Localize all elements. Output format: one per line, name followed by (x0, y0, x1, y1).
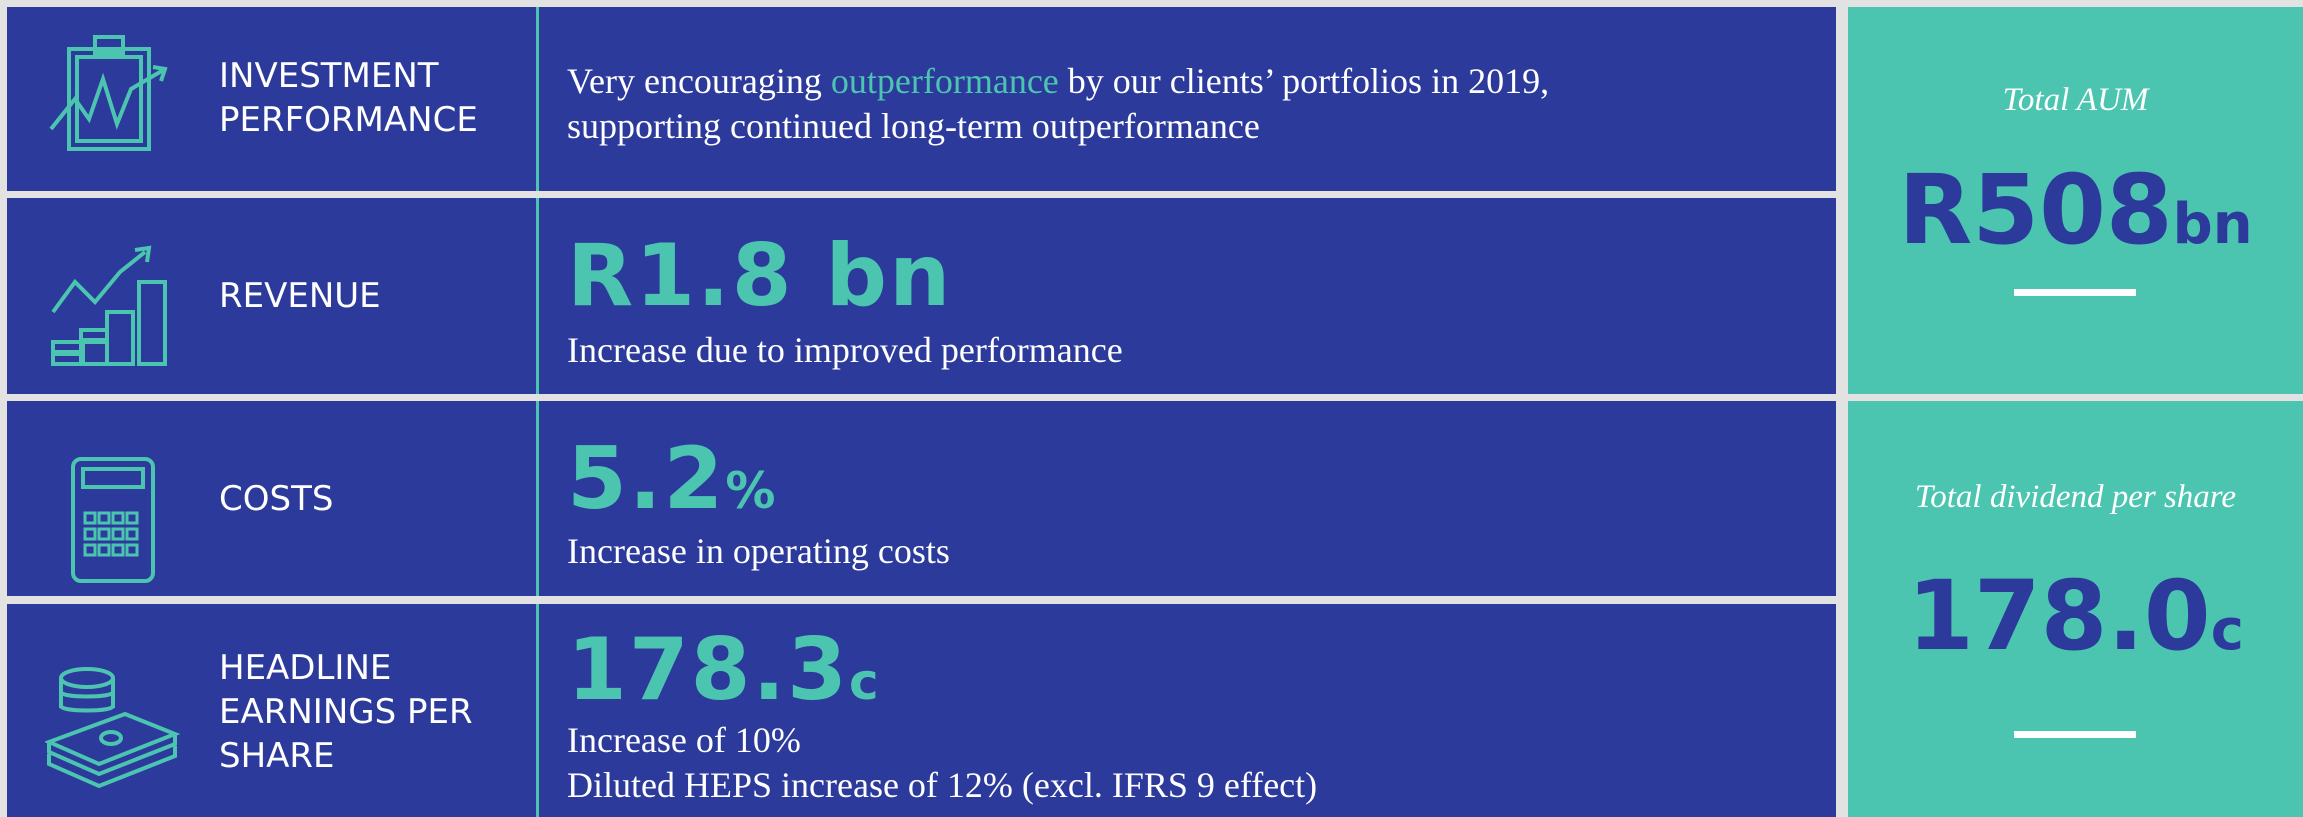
text: Very encouraging (567, 61, 831, 101)
summary-title: Total AUM (2002, 82, 2149, 118)
label-line: EARNINGS PER (219, 692, 473, 732)
row: INVESTMENT PERFORMANCE Very encouraging o… (7, 7, 1836, 191)
label-line: SHARE (219, 736, 335, 776)
value: R508 (1898, 154, 2173, 266)
icon-calculator (71, 457, 155, 583)
value: 178.0 (1907, 560, 2211, 672)
icon-growth (51, 245, 167, 366)
description: Very encouraging outperformance by our c… (567, 59, 1549, 104)
label: REVENUE (219, 276, 381, 316)
headline: R1.8 bn (567, 226, 953, 326)
unit: c (2210, 598, 2244, 663)
unit: bn (2172, 192, 2253, 257)
description: Diluted HEPS increase of 12% (excl. IFRS… (567, 765, 1318, 805)
summary-box: Total AUM R508bn (1848, 7, 2303, 394)
description: Increase in operating costs (567, 531, 950, 571)
row: HEADLINE EARNINGS PER SHARE 178.3c Increas… (7, 604, 1836, 817)
summary-value: 178.0c (1848, 561, 2303, 686)
summary-value: R508bn (1848, 155, 2303, 280)
divider (536, 198, 539, 394)
headline-unit: c (849, 653, 881, 711)
dash (2014, 731, 2136, 738)
headline-value: 5.2 (567, 429, 726, 529)
divider (536, 604, 539, 817)
label: COSTS (219, 479, 334, 519)
dash (2014, 289, 2136, 296)
divider (536, 401, 539, 596)
headline-value: 178.3 (567, 620, 850, 720)
highlight: outperformance (830, 61, 1059, 101)
label-line: INVESTMENT (219, 56, 439, 96)
label: HEADLINE EARNINGS PER SHARE (219, 646, 473, 778)
headline: 5.2% (567, 431, 777, 539)
text: by our clients’ portfolios in 2019, (1058, 61, 1550, 101)
headline-unit: % (725, 462, 778, 520)
description: Increase of 10% (567, 720, 801, 760)
divider (536, 7, 539, 191)
summary-title: Total dividend per share (1914, 479, 2237, 515)
label: INVESTMENT PERFORMANCE (219, 54, 478, 142)
icon-money (45, 667, 181, 789)
description: Increase due to improved performance (567, 330, 1123, 370)
summary-box: Total dividend per share 178.0c (1848, 401, 2303, 817)
label-line: PERFORMANCE (219, 100, 478, 140)
headline: 178.3c (567, 622, 881, 730)
label-line: HEADLINE (219, 648, 392, 688)
row: REVENUE R1.8 bn Increase due to improved… (7, 198, 1836, 394)
icon-clipboard (49, 35, 168, 151)
row: COSTS 5.2% Increase in operating costs (7, 401, 1836, 596)
description: supporting continued long-term outperfor… (567, 106, 1260, 146)
